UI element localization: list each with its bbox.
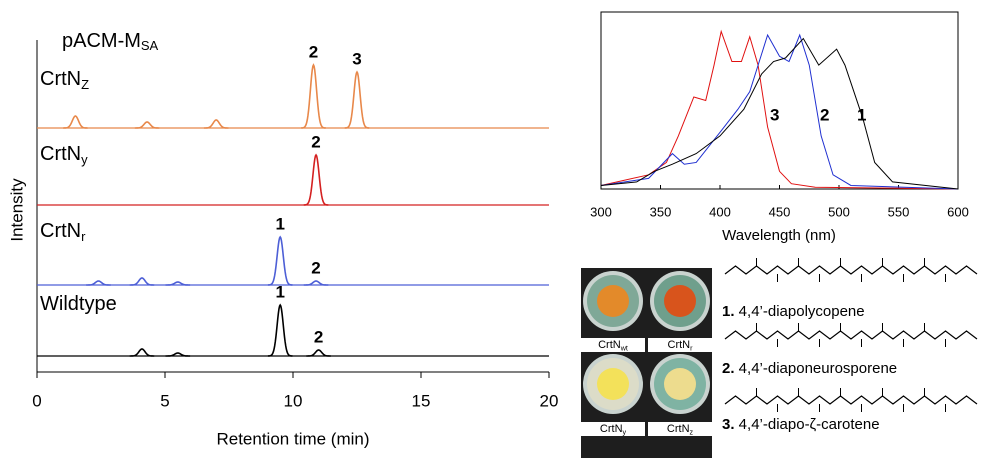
structure-name: 4,4’-diapolycopene xyxy=(735,303,865,320)
molecule xyxy=(724,330,978,340)
title-text: pACM-M xyxy=(62,30,141,52)
peak xyxy=(129,277,155,286)
x-tick-label: 450 xyxy=(769,204,791,219)
x-tick-label: 5 xyxy=(160,391,169,410)
x-tick-label: 550 xyxy=(888,204,910,219)
photo-label-main: CrtN xyxy=(668,339,691,351)
colony xyxy=(597,285,629,317)
colony xyxy=(664,368,696,400)
structure-number: 2. xyxy=(722,360,735,377)
trace-label: CrtNr xyxy=(40,220,86,244)
x-tick-label: 20 xyxy=(540,391,559,410)
photo-label: CrtNwt xyxy=(598,339,628,352)
trace-label-main: CrtN xyxy=(40,220,81,242)
x-tick-label: 400 xyxy=(709,204,731,219)
peak-label: 2 xyxy=(311,132,320,151)
photo-label-box xyxy=(581,422,645,436)
trace-label-sub: r xyxy=(81,229,86,244)
peak xyxy=(306,349,331,357)
x-tick-label: 500 xyxy=(828,204,850,219)
structure-label: 3. 4,4’-diapo-ζ-carotene xyxy=(722,416,880,433)
chart-title: pACM-MSA xyxy=(62,30,159,53)
photo-label-box xyxy=(581,338,645,352)
x-tick-label: 600 xyxy=(947,204,969,219)
photo-label-sub: wt xyxy=(620,344,628,352)
structure-number: 3. xyxy=(722,416,735,433)
spectrum-line xyxy=(600,37,959,190)
photo-label-sub: z xyxy=(690,428,694,436)
peak-label: 3 xyxy=(352,49,361,68)
plot-frame xyxy=(600,11,959,190)
x-tick-label: 350 xyxy=(650,204,672,219)
y-axis-label: Intensity xyxy=(7,178,26,242)
series-label: 1 xyxy=(857,105,866,124)
peak-label: 2 xyxy=(314,327,323,346)
peak xyxy=(203,119,229,129)
structure-label: 1. 4,4’-diapolycopene xyxy=(722,303,865,320)
x-tick-label: 10 xyxy=(284,391,303,410)
photo-label-main: CrtN xyxy=(598,339,621,351)
peak xyxy=(303,153,329,206)
molecule xyxy=(724,395,978,405)
peak-label: 2 xyxy=(309,42,318,61)
peak-label: 2 xyxy=(311,258,320,277)
peak xyxy=(134,121,160,129)
trace-label-main: Wildtype xyxy=(40,293,117,315)
peak xyxy=(86,280,111,286)
structure-name: 4,4’-diapo-ζ-carotene xyxy=(735,416,880,433)
photo-label: CrtNy xyxy=(600,423,627,436)
series-label: 3 xyxy=(770,105,779,124)
photo-label-sub: r xyxy=(690,344,693,352)
photo-label-main: CrtN xyxy=(600,423,623,435)
trace-label-main: CrtN xyxy=(40,143,81,165)
trace-label-main: CrtN xyxy=(40,68,81,90)
colony xyxy=(664,285,696,317)
spectrum-line xyxy=(600,33,959,190)
peak xyxy=(165,352,191,357)
peak xyxy=(63,115,88,129)
trace-label-sub: Z xyxy=(81,77,89,92)
trace-label-sub: y xyxy=(81,152,88,167)
molecule xyxy=(724,265,978,275)
photo-label-sub: y xyxy=(623,428,627,436)
photo-label: CrtNr xyxy=(668,339,694,352)
colony xyxy=(597,368,629,400)
peak xyxy=(129,348,155,357)
structure-label: 2. 4,4’-diaponeurosporene xyxy=(722,360,897,377)
photo-label-main: CrtN xyxy=(667,423,690,435)
structure-number: 1. xyxy=(722,303,735,320)
spectrum-line xyxy=(600,29,959,190)
title-sub: SA xyxy=(141,38,159,53)
x-axis-label: Retention time (min) xyxy=(216,429,369,448)
x-tick-label: 300 xyxy=(590,204,612,219)
trace-label: CrtNy xyxy=(40,143,88,167)
peak xyxy=(301,63,326,129)
peak-label: 1 xyxy=(275,282,284,301)
photo-label-box xyxy=(648,422,712,436)
photo-label-box xyxy=(648,338,712,352)
peak-label: 1 xyxy=(275,214,284,233)
photo-label: CrtNz xyxy=(667,423,694,436)
x-tick-label: 0 xyxy=(32,391,41,410)
trace-label: Wildtype xyxy=(40,293,117,315)
peak xyxy=(303,280,329,286)
peak xyxy=(344,70,370,129)
peak xyxy=(267,303,293,357)
series-label: 2 xyxy=(820,105,829,124)
structure-name: 4,4’-diaponeurosporene xyxy=(735,360,898,377)
peak xyxy=(267,235,293,286)
trace-label: CrtNZ xyxy=(40,68,89,92)
x-tick-label: 15 xyxy=(412,391,431,410)
x-axis-label: Wavelength (nm) xyxy=(722,227,836,244)
peak xyxy=(165,281,191,286)
